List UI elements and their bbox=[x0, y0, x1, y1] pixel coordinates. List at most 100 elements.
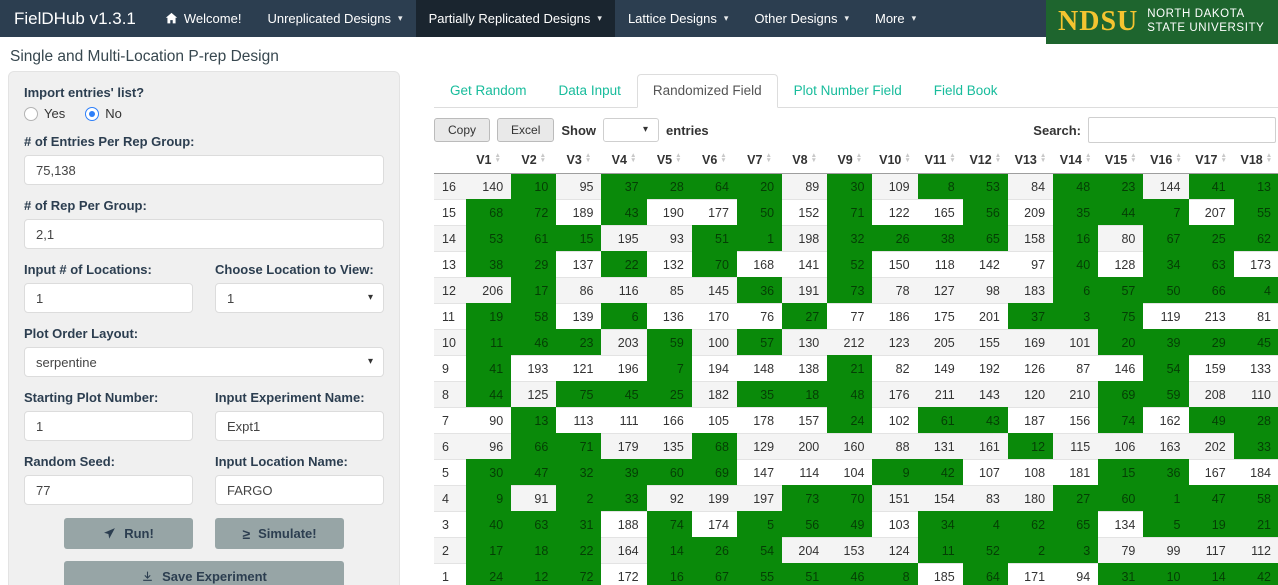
chevron-down-icon: ▾ bbox=[367, 292, 373, 303]
radio-yes[interactable]: Yes bbox=[24, 106, 65, 121]
table-row: 7 90 13 113 111 166 105 178 157 24 102 61 43 187 156 74… bbox=[434, 407, 1278, 434]
tab-get-random[interactable]: Get Random bbox=[450, 83, 527, 98]
copy-button[interactable]: Copy bbox=[434, 118, 491, 142]
field-cell: 120 bbox=[1007, 381, 1054, 408]
field-cell: 205 bbox=[917, 329, 963, 356]
chevron-down-icon: ▾ bbox=[844, 13, 849, 23]
column-header-v1[interactable]: V1 ▲ ▼ bbox=[466, 147, 512, 174]
radio-yes-circle[interactable] bbox=[24, 106, 38, 121]
field-cell: 208 bbox=[1188, 381, 1234, 408]
radio-no[interactable]: No bbox=[85, 106, 122, 121]
tab-data-input[interactable]: Data Input bbox=[558, 83, 621, 98]
field-cell: 194 bbox=[691, 355, 737, 382]
location-name-input[interactable]: FARGO bbox=[215, 475, 384, 505]
field-cell: 141 bbox=[782, 251, 828, 278]
sort-icons: ▲ ▼ bbox=[675, 152, 682, 164]
field-cell: 172 bbox=[601, 563, 647, 585]
column-header-v14[interactable]: V14 ▲ ▼ bbox=[1053, 147, 1099, 174]
field-cell: 27 bbox=[782, 303, 828, 330]
field-cell: 65 bbox=[962, 225, 1008, 252]
field-cell: 25 bbox=[646, 381, 692, 408]
column-header-v6[interactable]: V6 ▲ ▼ bbox=[691, 147, 737, 174]
column-header-v18[interactable]: V18 ▲ ▼ bbox=[1233, 147, 1278, 174]
choose-location-select[interactable]: 1 ▾ bbox=[215, 283, 384, 313]
row-index: 14 bbox=[434, 225, 466, 252]
num-locations-input[interactable]: 1 bbox=[24, 283, 193, 313]
field-cell: 165 bbox=[917, 199, 963, 226]
field-cell: 2 bbox=[556, 485, 602, 512]
field-cell: 178 bbox=[736, 407, 783, 434]
field-cell: 81 bbox=[1233, 303, 1278, 330]
field-cell: 74 bbox=[1098, 407, 1144, 434]
run-button[interactable]: Run! bbox=[64, 518, 193, 549]
page-title: Single and Multi-Location P-rep Design bbox=[10, 48, 279, 65]
column-header-v7[interactable]: V7 ▲ ▼ bbox=[736, 147, 783, 174]
nav-item-partially-replicated-designs[interactable]: Partially Replicated Designs ▾ bbox=[415, 0, 615, 37]
tab-randomized-field[interactable]: Randomized Field bbox=[636, 74, 778, 108]
column-header-v4[interactable]: V4 ▲ ▼ bbox=[601, 147, 647, 174]
nav-item-more[interactable]: More ▾ bbox=[862, 0, 929, 37]
field-cell: 18 bbox=[782, 381, 828, 408]
radio-no-circle[interactable] bbox=[85, 106, 100, 121]
row-index: 1 bbox=[434, 563, 466, 585]
random-seed-input[interactable]: 77 bbox=[24, 475, 193, 505]
show-entries-select[interactable]: ▾ bbox=[603, 118, 660, 142]
column-header-v5[interactable]: V5 ▲ ▼ bbox=[646, 147, 692, 174]
column-header-v12[interactable]: V12 ▲ ▼ bbox=[962, 147, 1008, 174]
field-cell: 10 bbox=[511, 173, 557, 200]
column-header-v17[interactable]: V17 ▲ ▼ bbox=[1188, 147, 1234, 174]
save-experiment-button[interactable]: Save Experiment bbox=[64, 561, 344, 585]
tab-plot-number-field[interactable]: Plot Number Field bbox=[793, 83, 902, 98]
field-cell: 53 bbox=[466, 225, 512, 252]
entries-per-rep-input[interactable]: 75,138 bbox=[24, 155, 384, 185]
column-header-v2[interactable]: V2 ▲ ▼ bbox=[511, 147, 557, 174]
field-cell: 136 bbox=[646, 303, 692, 330]
field-cell: 96 bbox=[466, 433, 512, 460]
design-settings-panel: Import entries' list? Yes No # of Entrie… bbox=[8, 71, 400, 585]
field-cell: 44 bbox=[466, 381, 512, 408]
search-input[interactable] bbox=[1088, 117, 1276, 143]
column-header-v8[interactable]: V8 ▲ ▼ bbox=[782, 147, 828, 174]
plot-order-select[interactable]: serpentine ▾ bbox=[24, 347, 384, 377]
experiment-name-input[interactable]: Expt1 bbox=[215, 411, 384, 441]
sort-icons: ▲ ▼ bbox=[949, 152, 956, 164]
field-cell: 99 bbox=[1143, 537, 1189, 564]
field-cell: 145 bbox=[691, 277, 737, 304]
field-cell: 128 bbox=[1098, 251, 1144, 278]
column-header-v16[interactable]: V16 ▲ ▼ bbox=[1143, 147, 1189, 174]
column-header-v15[interactable]: V15 ▲ ▼ bbox=[1098, 147, 1144, 174]
sort-icons: ▲ ▼ bbox=[1085, 152, 1092, 164]
field-cell: 107 bbox=[962, 459, 1008, 486]
field-cell: 201 bbox=[962, 303, 1008, 330]
column-header-v13[interactable]: V13 ▲ ▼ bbox=[1007, 147, 1054, 174]
import-entries-radio-group: Yes No bbox=[24, 106, 384, 121]
tab-field-book[interactable]: Field Book bbox=[933, 83, 998, 98]
field-cell: 3 bbox=[1053, 303, 1099, 330]
field-cell: 151 bbox=[872, 485, 918, 512]
column-header-label: V10 bbox=[879, 153, 902, 167]
nav-item-lattice-designs[interactable]: Lattice Designs ▾ bbox=[615, 0, 741, 37]
nav-item-welcome[interactable]: Welcome! bbox=[152, 0, 255, 37]
table-row: 4 9 91 2 33 92 199 197 73 70 151 154 83 180 27 60 1 47 58 bbox=[434, 485, 1278, 512]
column-header-v3[interactable]: V3 ▲ ▼ bbox=[556, 147, 602, 174]
row-index: 8 bbox=[434, 381, 466, 408]
nav-item-label: Partially Replicated Designs bbox=[428, 11, 591, 26]
field-cell: 49 bbox=[1188, 407, 1234, 434]
nav-item-unreplicated-designs[interactable]: Unreplicated Designs ▾ bbox=[254, 0, 415, 37]
field-cell: 78 bbox=[872, 277, 918, 304]
starting-plot-input[interactable]: 1 bbox=[24, 411, 193, 441]
column-header-label: V4 bbox=[611, 153, 627, 167]
column-header-v10[interactable]: V10 ▲ ▼ bbox=[872, 147, 918, 174]
rep-per-group-input[interactable]: 2,1 bbox=[24, 219, 384, 249]
nav-item-other-designs[interactable]: Other Designs ▾ bbox=[741, 0, 862, 37]
field-cell: 177 bbox=[691, 199, 737, 226]
field-cell: 180 bbox=[1007, 485, 1054, 512]
row-index: 9 bbox=[434, 355, 466, 382]
field-cell: 4 bbox=[1233, 277, 1278, 304]
excel-button[interactable]: Excel bbox=[497, 118, 555, 142]
column-header-v11[interactable]: V11 ▲ ▼ bbox=[917, 147, 963, 174]
column-header-v9[interactable]: V9 ▲ ▼ bbox=[827, 147, 873, 174]
field-cell: 7 bbox=[646, 355, 692, 382]
field-cell: 137 bbox=[556, 251, 602, 278]
simulate-button[interactable]: ≥ Simulate! bbox=[215, 518, 344, 549]
